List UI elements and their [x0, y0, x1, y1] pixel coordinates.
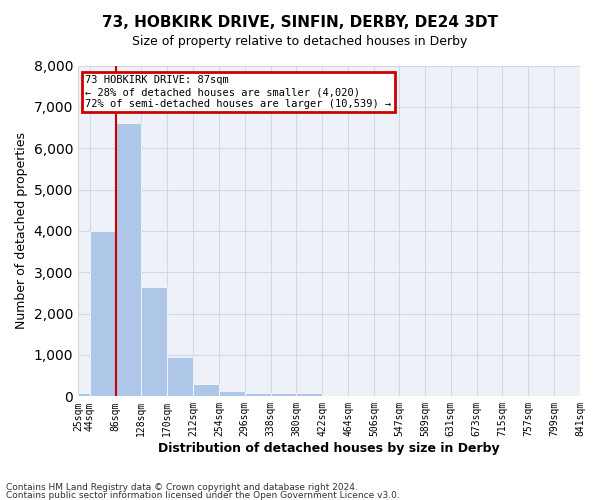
- Bar: [193, 384, 219, 396]
- Bar: [245, 392, 271, 396]
- Bar: [271, 392, 296, 396]
- Bar: [89, 231, 115, 396]
- Text: 73 HOBKIRK DRIVE: 87sqm
← 28% of detached houses are smaller (4,020)
72% of semi: 73 HOBKIRK DRIVE: 87sqm ← 28% of detache…: [85, 76, 392, 108]
- Bar: [78, 394, 89, 396]
- Bar: [167, 357, 193, 397]
- X-axis label: Distribution of detached houses by size in Derby: Distribution of detached houses by size …: [158, 442, 500, 455]
- Text: 73, HOBKIRK DRIVE, SINFIN, DERBY, DE24 3DT: 73, HOBKIRK DRIVE, SINFIN, DERBY, DE24 3…: [102, 15, 498, 30]
- Text: Size of property relative to detached houses in Derby: Size of property relative to detached ho…: [133, 35, 467, 48]
- Y-axis label: Number of detached properties: Number of detached properties: [15, 132, 28, 330]
- Bar: [115, 124, 141, 396]
- Bar: [296, 394, 322, 396]
- Text: Contains public sector information licensed under the Open Government Licence v3: Contains public sector information licen…: [6, 490, 400, 500]
- Bar: [219, 392, 245, 396]
- Bar: [141, 286, 167, 397]
- Text: Contains HM Land Registry data © Crown copyright and database right 2024.: Contains HM Land Registry data © Crown c…: [6, 483, 358, 492]
